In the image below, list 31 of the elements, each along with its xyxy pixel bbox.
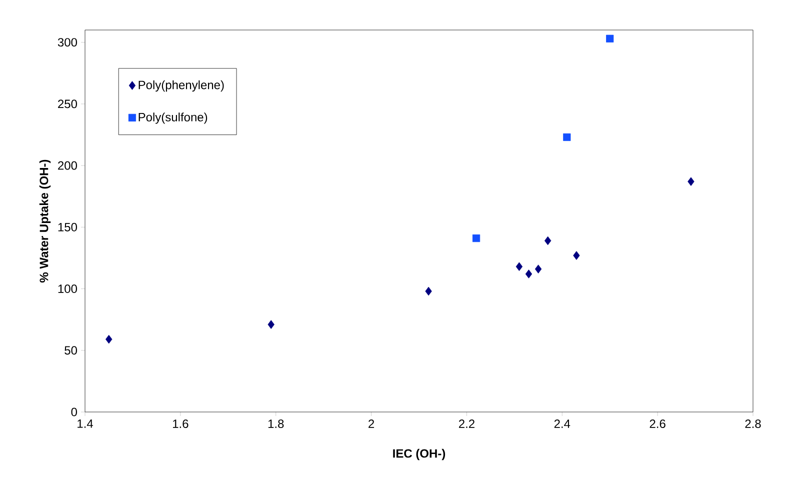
x-tick-label: 2.8 [745,420,761,428]
y-tick-label: 0 [71,408,78,416]
y-tick-label: 100 [58,284,78,294]
x-tick-label: 2.6 [650,420,666,428]
point [534,264,542,274]
x-tick-label: 2.4 [554,420,570,428]
legend-label: Poly(phenylene) [138,80,224,92]
x-tick-label: 1.8 [268,420,284,428]
y-tick-label: 150 [58,222,78,232]
x-axis-title: IEC (OH-) [393,448,446,460]
x-tick-label: 2 [368,420,374,428]
x-tick-label: 1.6 [173,420,188,428]
point [688,177,694,186]
point [516,262,523,271]
point [544,236,552,246]
point [606,34,614,42]
point [268,320,274,329]
point [573,251,580,260]
y-tick-label: 200 [58,161,78,170]
point [563,133,571,141]
x-tick-label: 1.4 [78,420,93,428]
y-tick-label: 300 [58,38,78,47]
point [525,270,532,278]
y-axis-title: % Water Uptake (OH-) [39,160,51,282]
legend-label: Poly(sulfone) [138,112,208,124]
point [106,334,112,344]
y-tick-label: 50 [64,346,78,355]
point [425,286,432,296]
y-tick-label: 250 [58,100,78,108]
point [472,234,480,242]
x-tick-label: 2.2 [458,420,474,428]
